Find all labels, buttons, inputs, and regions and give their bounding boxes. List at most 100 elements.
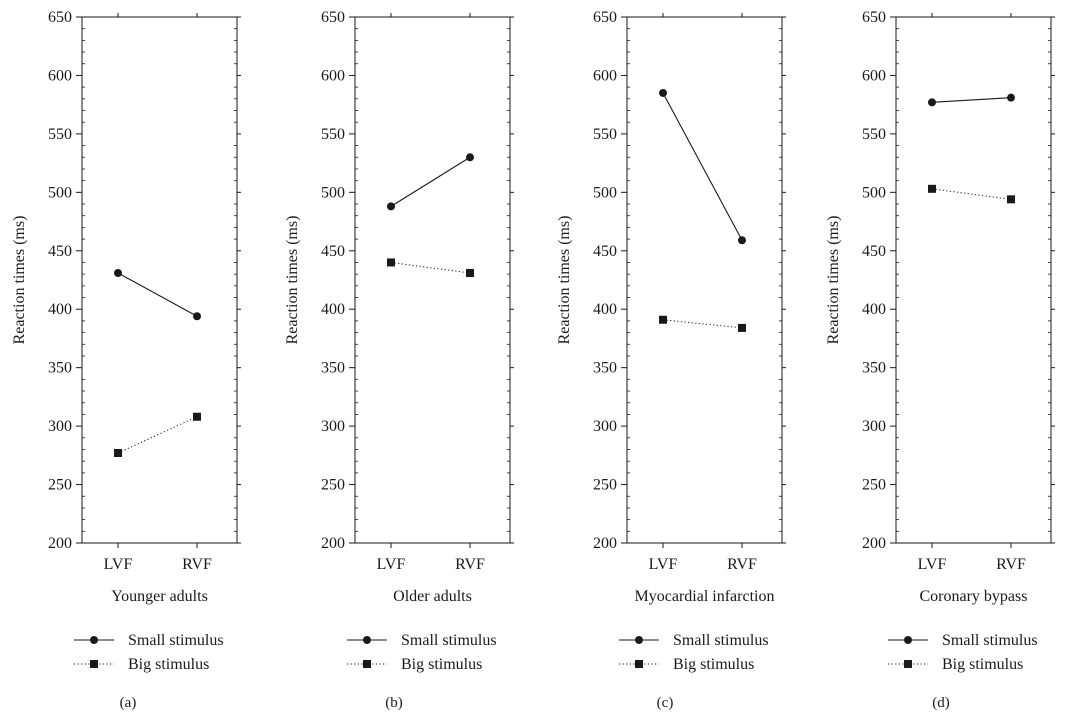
y-tick-label: 350 [593, 360, 617, 377]
y-tick-label: 250 [321, 477, 345, 494]
y-tick-label: 650 [48, 9, 72, 26]
x-axis-label: Younger adults [111, 588, 208, 605]
x-tick-label: LVF [104, 556, 133, 573]
panel-label: (a) [120, 695, 137, 711]
y-tick-label: 350 [48, 360, 72, 377]
y-tick-label: 450 [862, 243, 886, 260]
y-tick-label: 650 [862, 9, 886, 26]
y-axis-label: Reaction times (ms) [284, 216, 301, 345]
series-line-small [390, 156, 471, 207]
y-tick-label: 350 [862, 360, 886, 377]
y-axis-label: Reaction times (ms) [556, 216, 573, 345]
y-tick-label: 200 [321, 535, 345, 552]
legend-label: Big stimulus [128, 656, 209, 673]
panel-label: (c) [657, 695, 674, 711]
series-line-big [117, 416, 198, 454]
y-tick-label: 500 [48, 184, 72, 201]
series-line-big [662, 319, 743, 329]
series-line-small [117, 272, 198, 317]
y-tick-label: 200 [48, 535, 72, 552]
x-tick-label: RVF [727, 556, 757, 573]
legend-label: Small stimulus [673, 632, 769, 649]
y-tick-label: 450 [321, 243, 345, 260]
plot-frame [626, 16, 783, 544]
legend-marker-square [635, 660, 643, 668]
data-point-big [114, 448, 122, 457]
data-point-small [466, 153, 474, 162]
x-axis-label: Myocardial infarction [635, 588, 775, 605]
data-point-small [387, 202, 395, 211]
y-tick-label: 400 [321, 301, 345, 318]
panel-label: (d) [932, 695, 950, 711]
y-tick-label: 600 [48, 67, 72, 84]
y-tick-label: 300 [862, 418, 886, 435]
y-tick-label: 300 [321, 418, 345, 435]
series-line-big [390, 261, 471, 274]
y-tick-label: 450 [593, 243, 617, 260]
legend-marker-square [363, 660, 371, 668]
y-tick-label: 300 [593, 418, 617, 435]
data-point-big [466, 268, 474, 277]
series-line-big [931, 188, 1012, 200]
legend-label: Big stimulus [942, 656, 1023, 673]
y-tick-label: 350 [321, 360, 345, 377]
y-tick-label: 400 [593, 301, 617, 318]
legend-marker-square [90, 660, 98, 668]
y-tick-label: 550 [321, 126, 345, 143]
legend-label: Small stimulus [128, 632, 224, 649]
panel-label: (b) [385, 695, 403, 711]
legend-label: Big stimulus [673, 656, 754, 673]
y-tick-label: 200 [862, 535, 886, 552]
y-tick-label: 450 [48, 243, 72, 260]
y-tick-label: 500 [862, 184, 886, 201]
legend-marker-circle [90, 636, 98, 644]
data-point-big [193, 412, 201, 421]
y-axis-label: Reaction times (ms) [825, 216, 842, 345]
x-tick-label: RVF [996, 556, 1026, 573]
data-point-small [114, 268, 122, 277]
data-point-big [738, 323, 746, 332]
data-point-big [1007, 195, 1015, 204]
y-tick-label: 250 [48, 477, 72, 494]
data-point-small [1007, 93, 1015, 102]
legend-label: Small stimulus [942, 632, 1038, 649]
y-tick-label: 250 [862, 477, 886, 494]
legend-marker-circle [904, 636, 912, 644]
y-tick-label: 250 [593, 477, 617, 494]
series-line-small [931, 97, 1012, 103]
legend-marker-circle [635, 636, 643, 644]
y-tick-label: 600 [321, 67, 345, 84]
data-point-small [659, 88, 667, 97]
y-tick-label: 300 [48, 418, 72, 435]
y-tick-label: 550 [593, 126, 617, 143]
y-tick-label: 650 [593, 9, 617, 26]
y-axis-label: Reaction times (ms) [11, 216, 28, 345]
y-tick-label: 500 [321, 184, 345, 201]
x-tick-label: LVF [649, 556, 678, 573]
y-tick-label: 600 [862, 67, 886, 84]
data-point-small [193, 312, 201, 321]
y-tick-label: 650 [321, 9, 345, 26]
plot-frame [81, 16, 238, 544]
y-tick-label: 400 [48, 301, 72, 318]
x-tick-label: LVF [377, 556, 406, 573]
legend-label: Small stimulus [401, 632, 497, 649]
plot-frame [354, 16, 511, 544]
legend-marker-square [904, 660, 912, 668]
data-point-small [928, 98, 936, 107]
y-tick-label: 600 [593, 67, 617, 84]
x-axis-label: Older adults [393, 588, 472, 605]
x-axis-label: Coronary bypass [920, 588, 1028, 605]
y-tick-label: 550 [862, 126, 886, 143]
data-point-big [387, 258, 395, 267]
data-point-small [738, 236, 746, 245]
legend-marker-circle [363, 636, 371, 644]
y-tick-label: 200 [593, 535, 617, 552]
x-tick-label: LVF [918, 556, 947, 573]
y-tick-label: 500 [593, 184, 617, 201]
series-line-small [662, 92, 743, 241]
y-tick-label: 550 [48, 126, 72, 143]
x-tick-label: RVF [182, 556, 212, 573]
x-tick-label: RVF [455, 556, 485, 573]
legend-label: Big stimulus [401, 656, 482, 673]
